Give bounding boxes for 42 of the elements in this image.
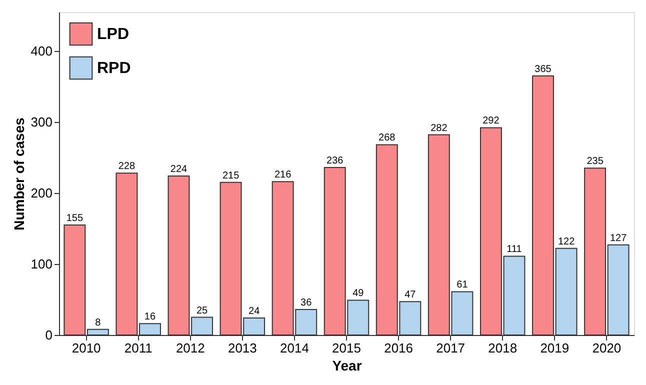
x-tick-label: 2011 [124,340,152,356]
x-axis-title: Year [332,358,362,374]
data-label: 111 [506,244,522,256]
y-tick-label: 300 [30,114,52,130]
data-label: 228 [118,161,136,172]
data-label: 16 [144,312,156,323]
data-label: 155 [66,212,84,224]
data-label: 25 [196,305,208,316]
data-label: 292 [482,116,500,127]
x-tick-label: 2018 [488,340,518,356]
legend-label: RPD [97,60,131,77]
data-label: 236 [326,155,344,166]
data-label: 49 [352,288,364,300]
x-tick-label: 2012 [176,340,205,356]
x-tick-label: 2013 [228,340,257,356]
x-tick-label: 2016 [384,340,413,356]
y-tick-label: 100 [30,256,52,272]
x-tick-label: 2010 [72,340,101,356]
data-label: 282 [430,122,448,134]
data-label: 36 [300,297,312,308]
data-label: 127 [610,232,628,244]
y-tick-label: 400 [30,44,52,59]
y-axis-title: Number of cases [10,117,27,230]
data-label: 24 [248,306,260,317]
data-label: 8 [95,317,102,328]
data-label: 215 [222,170,240,182]
data-label: 216 [274,170,292,181]
data-label: 235 [586,156,604,168]
data-label: 61 [456,280,468,291]
x-tick-label: 2017 [436,340,466,356]
data-label: 365 [534,64,552,75]
x-tick-label: 2015 [332,340,361,356]
y-tick-label: 0 [45,328,52,342]
legend-label: LPD [97,26,129,43]
data-label: 224 [170,164,188,175]
y-tick-label: 200 [30,186,52,201]
x-tick-label: 2020 [592,340,622,356]
data-label: 47 [404,290,416,301]
data-label: 268 [378,132,396,144]
x-tick-label: 2014 [280,340,309,356]
data-label: 122 [558,236,576,248]
x-tick-label: 2019 [540,340,570,356]
